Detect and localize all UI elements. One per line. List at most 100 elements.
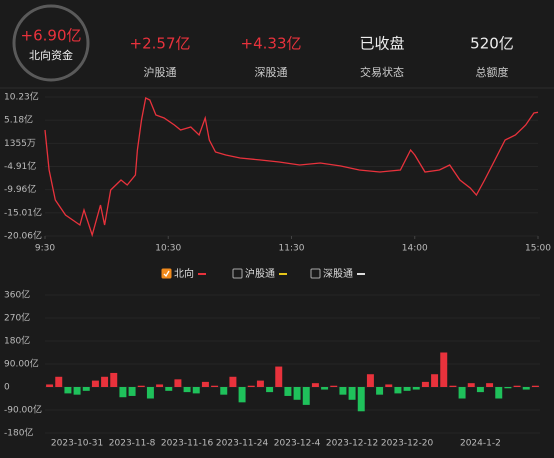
bar [504, 387, 512, 389]
bar [110, 372, 118, 387]
bar [146, 387, 154, 399]
bar [55, 376, 63, 387]
y-tick-label: 180亿 [4, 335, 30, 347]
y-tick-label: -90.00亿 [4, 404, 42, 416]
bar [421, 381, 429, 387]
bar [467, 383, 475, 387]
bar [211, 385, 219, 387]
bar [275, 366, 283, 387]
x-tick-label: 2023-11-24 [216, 439, 269, 449]
bar [495, 387, 503, 399]
bar [64, 387, 72, 394]
x-tick-label: 2023-12-20 [381, 439, 434, 449]
x-tick-label: 14:00 [402, 244, 428, 254]
stat-value: +2.57亿 [130, 35, 191, 53]
bar [412, 387, 420, 390]
bar [339, 387, 347, 395]
bar [431, 374, 439, 387]
bar [156, 384, 164, 387]
legend-checkbox[interactable] [232, 268, 243, 279]
y-tick-label: 360亿 [4, 289, 30, 301]
x-tick-label: 2023-11-16 [161, 439, 214, 449]
bar [449, 385, 457, 387]
bar [46, 384, 54, 387]
bar [476, 387, 484, 393]
bar [82, 387, 90, 391]
x-tick-label: 2023-10-31 [51, 439, 103, 449]
bar [284, 387, 292, 396]
y-tick-label: 10.23亿 [4, 91, 39, 103]
bar [531, 385, 539, 387]
legend-checkbox[interactable] [310, 268, 321, 279]
stat-label: 交易状态 [360, 65, 404, 79]
bar [192, 387, 200, 394]
y-tick-label: -4.91亿 [4, 160, 36, 172]
bar [247, 385, 255, 387]
line [44, 97, 539, 238]
check-mark [163, 270, 170, 278]
bar [220, 387, 228, 395]
y-tick-label: -15.01亿 [4, 206, 42, 218]
bar [513, 385, 521, 387]
stat-label: 沪股通 [144, 65, 177, 79]
bar [522, 387, 530, 390]
bar [366, 374, 374, 387]
bar [137, 385, 145, 387]
bar [348, 387, 356, 400]
x-tick-label: 2023-12-12 [326, 439, 378, 449]
y-tick-label: -20.06亿 [4, 230, 42, 242]
bar [174, 379, 182, 387]
bar [440, 352, 448, 387]
bar [165, 387, 173, 391]
bar [201, 381, 209, 387]
legend-label: 北向 [174, 267, 194, 280]
legend-label: 深股通 [323, 268, 353, 280]
bar [128, 387, 136, 396]
legend-label: 沪股通 [245, 267, 275, 280]
stat-label: 总额度 [476, 65, 509, 79]
main-ring [12, 4, 90, 82]
stat-value: 520亿 [470, 35, 514, 53]
bar [394, 387, 402, 394]
x-tick-label: 15:00 [525, 244, 551, 254]
bar [256, 380, 264, 387]
x-tick-label: 2023-12-4 [274, 439, 321, 449]
bar [91, 380, 99, 387]
bar [385, 384, 393, 387]
y-tick-label: 1355万 [4, 139, 36, 149]
bar [458, 387, 466, 399]
bar [311, 383, 319, 387]
bar [119, 387, 127, 398]
y-tick-label: 270亿 [4, 312, 30, 324]
x-tick-label: 11:30 [279, 244, 305, 254]
bar [73, 387, 81, 395]
bar [302, 387, 310, 405]
y-tick-label: -180亿 [4, 427, 33, 439]
bar [376, 387, 384, 395]
y-tick-label: 90.00亿 [4, 358, 39, 370]
bar [357, 387, 365, 412]
bar [229, 376, 237, 387]
bar [486, 383, 494, 387]
x-tick-label: 10:30 [155, 244, 181, 254]
legend-checkbox[interactable] [161, 268, 172, 279]
main-label: 北向资金 [29, 48, 73, 62]
bar [101, 376, 109, 387]
bar [403, 387, 411, 391]
bar [330, 385, 338, 387]
y-tick-label: 0 [4, 383, 10, 393]
bar [321, 387, 329, 390]
stat-value: 已收盘 [359, 35, 404, 53]
y-tick-label: 5.18亿 [4, 114, 33, 126]
bar [266, 387, 274, 393]
stat-label: 深股通 [255, 66, 288, 79]
bar [183, 387, 191, 393]
main-value: +6.90亿 [21, 27, 82, 45]
x-tick-label: 2023-11-8 [109, 439, 156, 449]
stat-value: +4.33亿 [241, 35, 302, 53]
x-tick-label: 2024-1-2 [460, 439, 501, 449]
y-tick-label: -9.96亿 [4, 183, 36, 195]
bar [293, 387, 301, 400]
